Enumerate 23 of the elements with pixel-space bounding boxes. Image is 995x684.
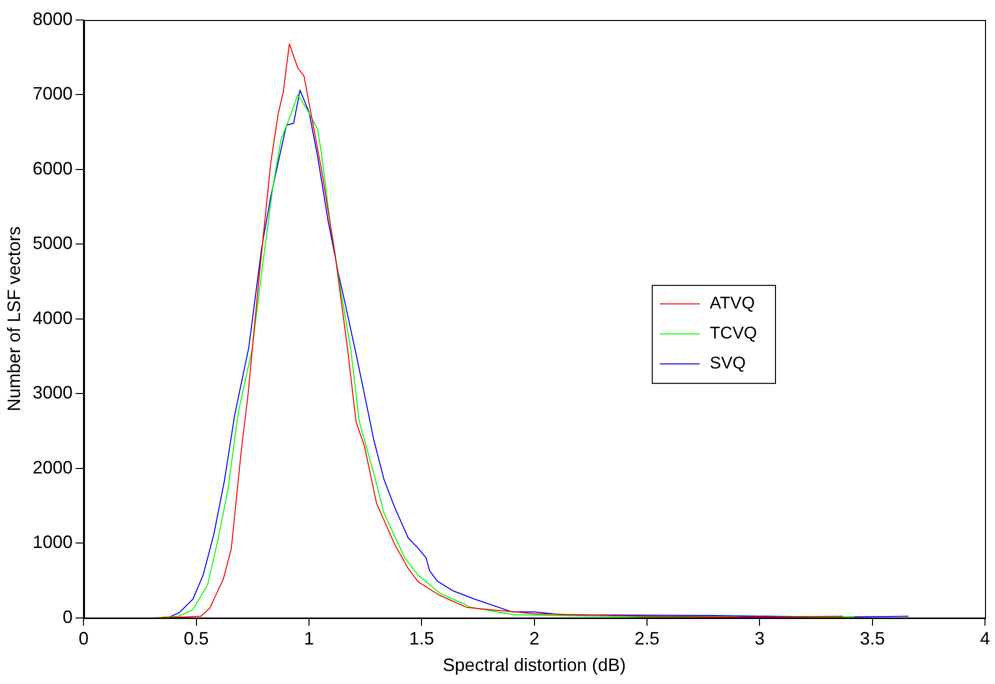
x-tick-label: 3	[754, 628, 765, 649]
y-tick-label: 3000	[32, 382, 73, 403]
x-tick-label: 0.5	[184, 628, 209, 649]
y-tick-label: 0	[62, 606, 73, 627]
x-axis-title: Spectral distortion (dB)	[442, 655, 626, 676]
y-tick-label: 7000	[32, 84, 73, 104]
y-tick-label: 8000	[32, 8, 73, 29]
x-tick-label: 2	[529, 628, 540, 649]
legend-label: SVQ	[710, 354, 746, 373]
legend-label: TCVQ	[710, 324, 758, 343]
y-tick-label: 4000	[32, 308, 73, 328]
x-tick-label: 1.5	[409, 628, 434, 649]
x-tick-label: 3.5	[860, 628, 885, 649]
x-tick-label: 1	[304, 628, 314, 649]
y-tick-label: 1000	[32, 532, 73, 552]
y-tick-label: 6000	[32, 158, 73, 178]
y-axis-title: Number of LSF vectors	[4, 226, 24, 412]
y-tick-label: 5000	[32, 233, 73, 254]
x-tick-label: 4	[980, 628, 990, 649]
y-tick-label: 2000	[32, 457, 73, 478]
x-tick-label: 2.5	[634, 628, 660, 649]
legend-label: ATVQ	[710, 294, 755, 313]
x-tick-label: 0	[78, 628, 89, 649]
